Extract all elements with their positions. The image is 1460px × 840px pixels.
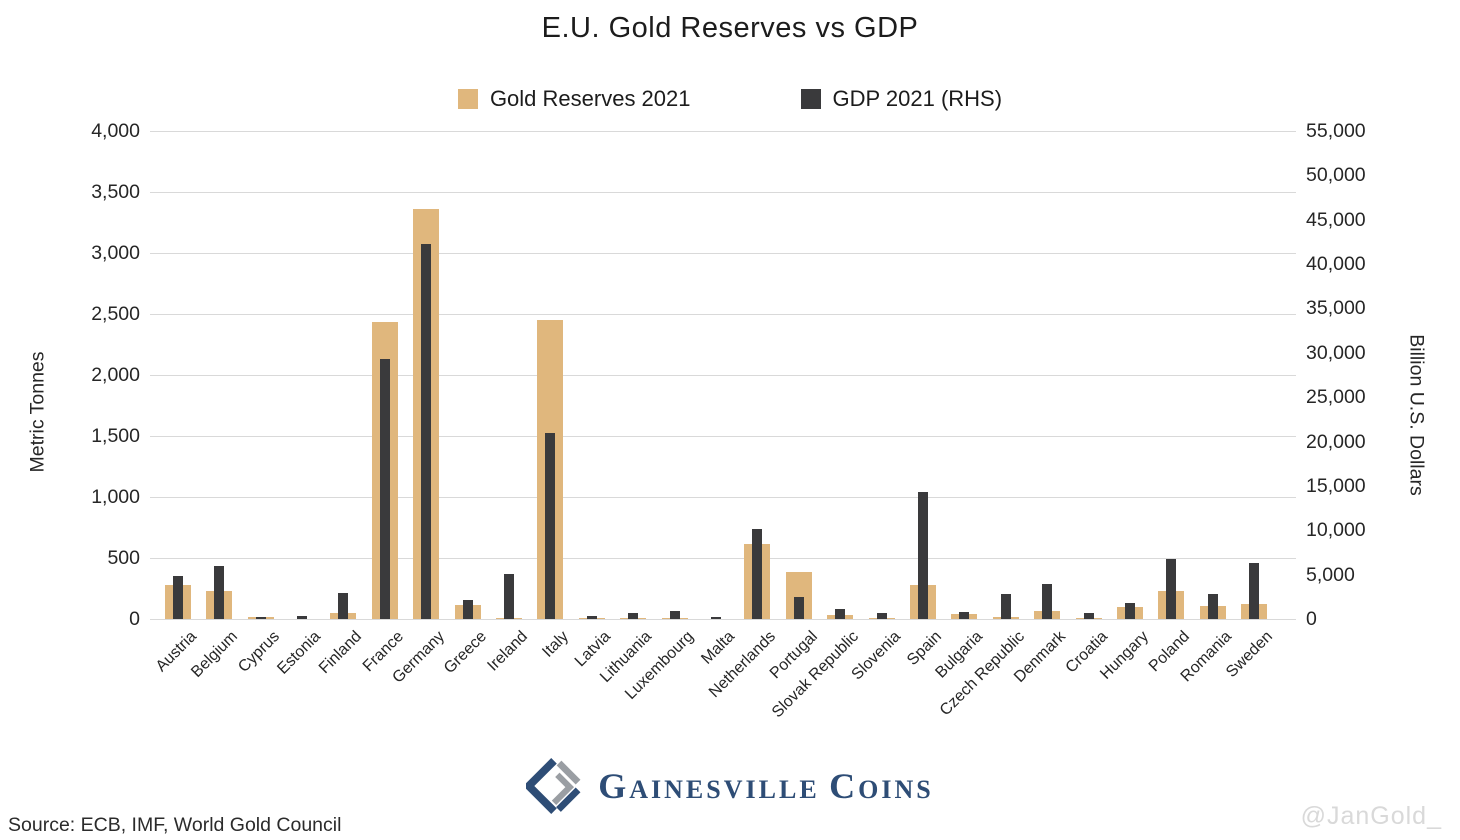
gdp-bar-luxembourg — [669, 611, 680, 619]
left-axis-tick: 0 — [129, 608, 140, 630]
gainesville-coins-logo-icon — [526, 758, 581, 814]
gdp-bar-netherlands — [752, 529, 763, 619]
legend-item-gold: Gold Reserves 2021 — [457, 86, 691, 112]
gdp-bar-germany — [421, 244, 432, 619]
gdp-bar-cyprus — [255, 616, 266, 619]
gdp-legend-swatch — [800, 89, 821, 109]
right-axis-tick: 55,000 — [1306, 120, 1366, 142]
right-axis-tick: 10,000 — [1306, 519, 1366, 542]
left-axis-tick: 2,000 — [91, 364, 140, 386]
left-axis-tick: 3,500 — [91, 181, 140, 203]
gold-legend-swatch — [457, 89, 478, 109]
right-axis-title: Billion U.S. Dollars — [1405, 334, 1428, 496]
right-axis-tick: 40,000 — [1306, 253, 1366, 276]
right-axis-tick: 0 — [1306, 608, 1317, 630]
gdp-bar-belgium — [214, 566, 225, 619]
gdp-bar-spain — [917, 492, 928, 619]
gold-legend-label: Gold Reserves 2021 — [489, 86, 691, 111]
right-axis-tick: 45,000 — [1306, 208, 1366, 231]
gdp-bar-slovak-republic — [835, 608, 846, 619]
legend-item-gdp: GDP 2021 (RHS) — [800, 86, 1003, 112]
legend: Gold Reserves 2021 GDP 2021 (RHS) — [0, 86, 1460, 112]
gdp-bar-greece — [462, 599, 473, 619]
left-axis-title: Metric Tonnes — [26, 351, 49, 473]
gdp-bar-austria — [172, 576, 183, 619]
watermark: @JanGold_ — [1300, 802, 1442, 830]
gridline — [150, 557, 1296, 559]
gdp-bar-poland — [1166, 559, 1177, 619]
chart-title: E.U. Gold Reserves vs GDP — [541, 12, 919, 44]
gdp-bar-sweden — [1249, 563, 1260, 619]
gdp-bar-croatia — [1083, 612, 1094, 619]
gdp-bar-lithuania — [628, 613, 639, 619]
gridline — [150, 252, 1296, 254]
gainesville-coins-logo-text: GAINESVILLE COINS — [598, 766, 934, 806]
gdp-legend-label: GDP 2021 (RHS) — [832, 86, 1003, 111]
left-axis-tick: 3,000 — [91, 242, 140, 264]
gdp-bar-malta — [710, 617, 721, 619]
gdp-bar-ireland — [503, 574, 514, 619]
left-axis-tick: 1,500 — [91, 425, 140, 447]
gdp-bar-romania — [1207, 593, 1218, 619]
gridline — [150, 496, 1296, 498]
left-axis-tick: 2,500 — [91, 303, 140, 325]
gridline — [150, 191, 1296, 193]
left-axis-tick: 4,000 — [91, 120, 140, 142]
right-axis-tick: 50,000 — [1306, 164, 1366, 187]
gridline — [150, 313, 1296, 315]
gdp-bar-portugal — [793, 596, 804, 619]
gdp-bar-slovenia — [876, 613, 887, 619]
right-axis-tick: 35,000 — [1306, 297, 1366, 320]
right-axis-tick: 5,000 — [1306, 563, 1355, 586]
gdp-bar-estonia — [296, 615, 307, 619]
gridline — [150, 435, 1296, 437]
gdp-bar-hungary — [1124, 602, 1135, 619]
gdp-bar-czech-republic — [1000, 593, 1011, 619]
left-axis-tick: 1,000 — [91, 486, 140, 508]
gainesville-coins-logo: GAINESVILLE COINS — [0, 758, 1460, 814]
gdp-bar-italy — [545, 432, 556, 619]
gdp-bar-finland — [338, 592, 349, 619]
gridline — [150, 374, 1296, 376]
gdp-bar-denmark — [1042, 583, 1053, 619]
right-axis-tick: 25,000 — [1306, 386, 1366, 409]
gridline — [150, 130, 1296, 132]
source-note: Source: ECB, IMF, World Gold Council — [8, 814, 342, 836]
right-axis-tick: 20,000 — [1306, 430, 1366, 453]
gdp-bar-latvia — [586, 615, 597, 619]
left-axis-tick: 500 — [107, 547, 140, 569]
right-axis-tick: 30,000 — [1306, 341, 1366, 364]
gridline — [150, 618, 1296, 620]
right-axis-tick: 15,000 — [1306, 474, 1366, 497]
gdp-bar-bulgaria — [959, 611, 970, 619]
gdp-bar-france — [379, 358, 390, 619]
